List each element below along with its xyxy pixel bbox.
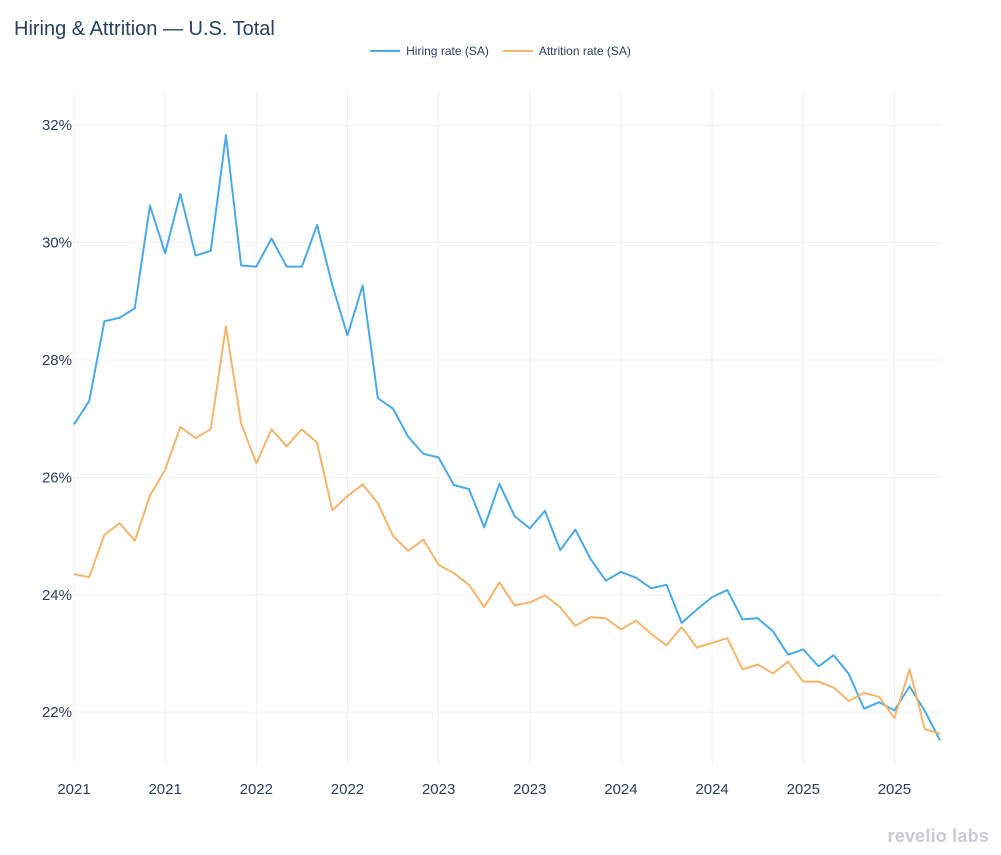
series-lines — [73, 134, 941, 741]
x-axis-ticks: 2021 2021 2022 2022 2023 2023 2024 2024 2025 2025 — [57, 781, 911, 798]
x-tick-label: 2023 — [422, 781, 455, 798]
x-tick-label: 2024 — [695, 781, 728, 798]
x-tick-label: 2021 — [148, 781, 181, 798]
legend-swatch-attrition — [502, 50, 533, 52]
legend-item-hiring[interactable]: Hiring rate (SA) — [370, 44, 489, 58]
x-tick-label: 2022 — [240, 781, 273, 798]
legend-label-attrition: Attrition rate (SA) — [538, 44, 631, 58]
x-tick-label: 2025 — [878, 781, 911, 798]
gridlines — [73, 90, 940, 765]
y-tick-label: 32% — [42, 117, 72, 134]
x-tick-label: 2024 — [604, 781, 637, 798]
y-tick-label: 24% — [42, 587, 72, 604]
series-line-attrition[interactable] — [73, 325, 941, 735]
y-tick-label: 22% — [42, 704, 72, 721]
legend-swatch-hiring — [370, 50, 401, 52]
y-tick-label: 30% — [42, 235, 72, 252]
legend-item-attrition[interactable]: Attrition rate (SA) — [502, 44, 631, 58]
x-tick-label: 2021 — [57, 781, 90, 798]
x-tick-label: 2022 — [331, 781, 364, 798]
y-axis-ticks: 22% 24% 26% 28% 30% 32% — [42, 117, 72, 721]
revelio-labs-watermark: revelio labs — [887, 826, 989, 846]
y-tick-label: 26% — [42, 469, 72, 486]
series-line-hiring[interactable] — [73, 134, 941, 741]
x-tick-label: 2023 — [513, 781, 546, 798]
chart-title: Hiring & Attrition — U.S. Total — [14, 18, 275, 40]
y-tick-label: 28% — [42, 352, 72, 369]
x-tick-label: 2025 — [787, 781, 820, 798]
legend-label-hiring: Hiring rate (SA) — [406, 44, 489, 58]
legend: Hiring rate (SA) Attrition rate (SA) — [0, 44, 1001, 58]
